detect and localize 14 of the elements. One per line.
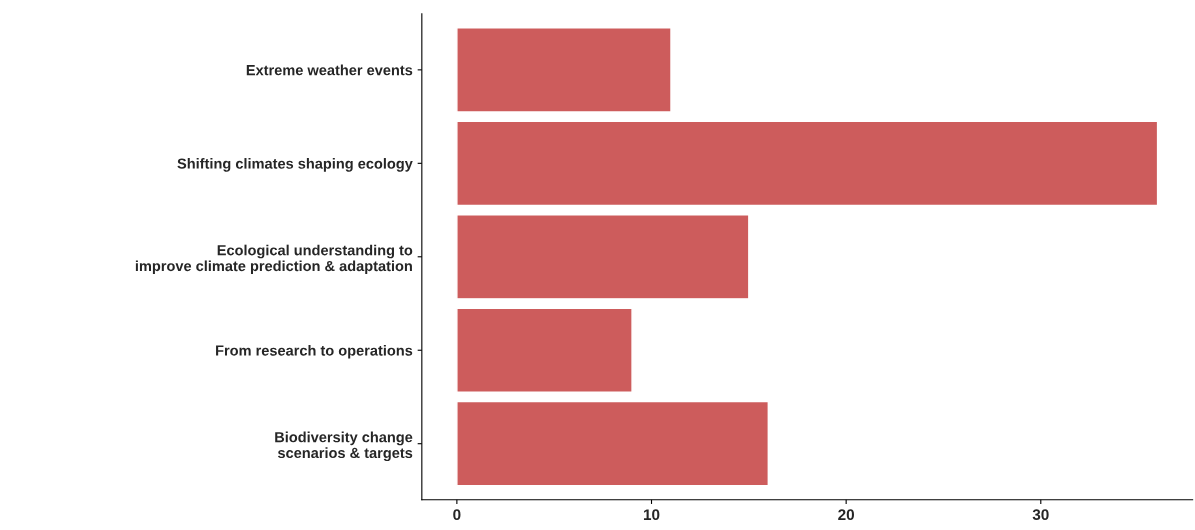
x-tick-label: 20 <box>838 509 855 521</box>
x-tick-label: 10 <box>643 509 660 521</box>
y-tick-label: Shifting climates shaping ecology <box>177 158 413 172</box>
y-tick-label: From research to operations <box>216 344 413 359</box>
bar <box>456 214 750 300</box>
bar <box>456 120 1159 207</box>
x-tick-label: 30 <box>1032 509 1049 521</box>
y-tick-label: Biodiversity change scenarios & targets <box>275 431 413 462</box>
bar <box>456 27 672 113</box>
x-tick-label: 0 <box>453 509 461 521</box>
y-tick-label: Ecological understanding to improve climate prediction & adaptation <box>135 244 413 275</box>
bar <box>456 400 769 487</box>
y-tick-label: Extreme weather events <box>246 64 413 76</box>
bar <box>456 307 633 394</box>
